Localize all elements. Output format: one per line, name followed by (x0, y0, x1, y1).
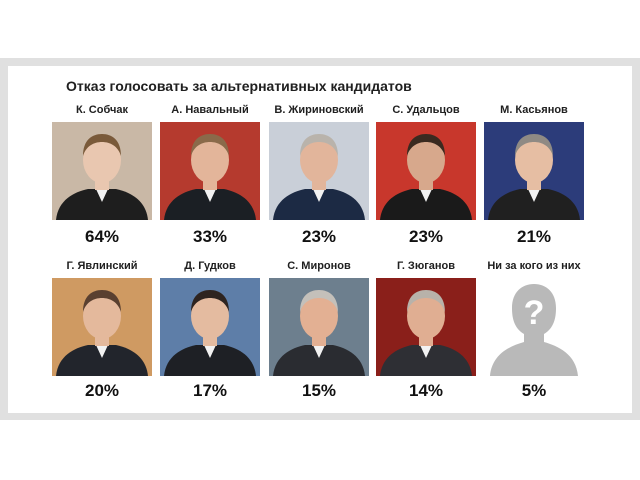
unknown-person-silhouette-icon: ? (484, 278, 584, 376)
svg-text:?: ? (524, 294, 545, 332)
percentage-label: 14% (408, 381, 444, 400)
candidate-name: Ни за кого из них (487, 260, 581, 272)
candidate-name: В. Жириновский (274, 104, 364, 116)
percentage-label: 17% (192, 381, 228, 400)
candidate-photo (269, 122, 369, 220)
percentage-label: 64% (84, 227, 120, 246)
chart-title: Отказ голосовать за альтернативных канди… (66, 78, 412, 94)
percentage-label: 21% (516, 227, 552, 246)
candidate-name: Д. Гудков (184, 260, 236, 272)
percentage-label: 23% (408, 227, 444, 246)
percentage-label: 23% (301, 227, 337, 246)
candidate-name: А. Навальный (171, 104, 249, 116)
candidate-name: С. Удальцов (392, 104, 460, 116)
candidate-photo (484, 122, 584, 220)
candidate-photo (376, 278, 476, 376)
candidate-photo (376, 122, 476, 220)
candidate-photo (52, 278, 152, 376)
candidate-name: К. Собчак (75, 104, 129, 116)
candidate-photo (269, 278, 369, 376)
percentage-label: 5% (521, 381, 547, 400)
percentage-label: 20% (84, 381, 120, 400)
candidate-name: Г. Зюганов (396, 260, 456, 272)
candidate-photo (52, 122, 152, 220)
candidate-name: С. Миронов (287, 260, 351, 272)
candidate-photo (160, 122, 260, 220)
candidate-name: Г. Явлинский (66, 260, 138, 272)
candidate-photo (160, 278, 260, 376)
percentage-label: 33% (192, 227, 228, 246)
candidate-name: М. Касьянов (500, 104, 568, 116)
percentage-label: 15% (301, 381, 337, 400)
